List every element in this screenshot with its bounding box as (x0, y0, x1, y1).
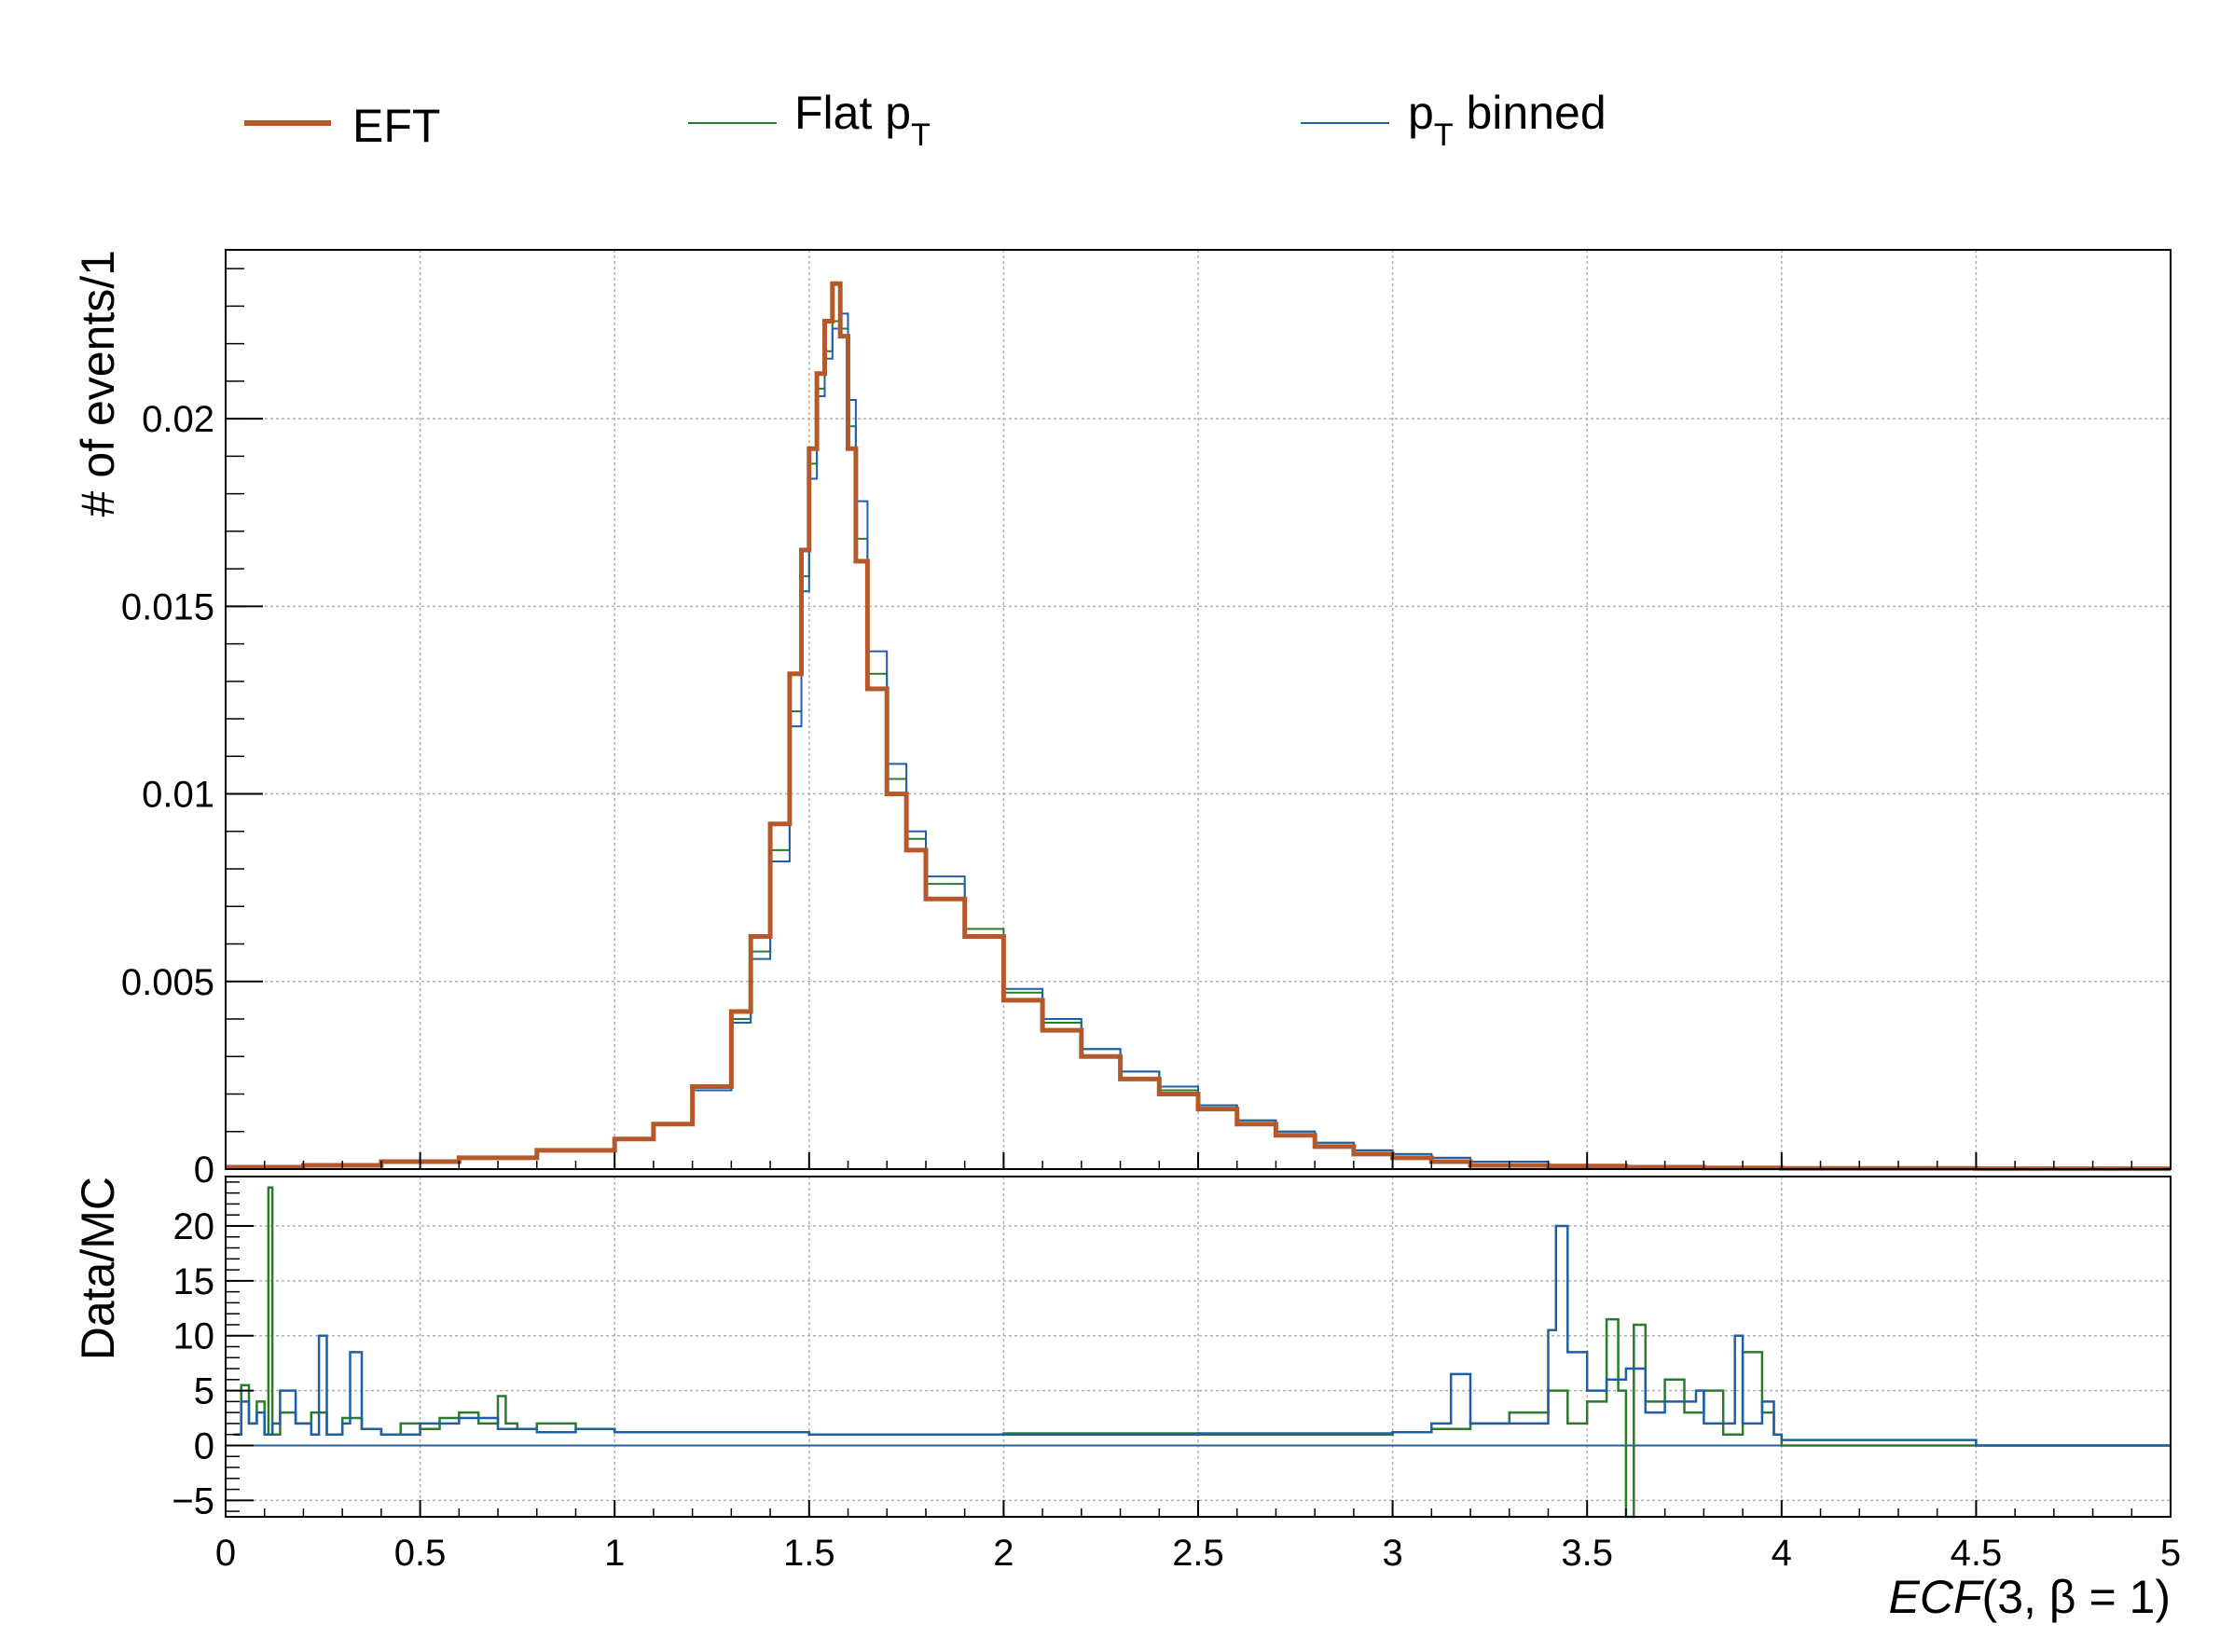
legend-label-flat-pt-main: Flat p (794, 87, 911, 139)
x-tick-label: 2 (993, 1533, 1014, 1574)
main-y-tick-label: 0.01 (142, 775, 214, 816)
x-tick-label: 4.5 (1951, 1533, 2003, 1574)
x-tick-label: 4 (1772, 1533, 1792, 1574)
main-y-tick-label: 0.005 (121, 962, 214, 1003)
main-y-tick-label: 0.02 (142, 399, 214, 440)
legend-label-pt-binned-suffix: binned (1454, 87, 1607, 139)
ratio-series-line-0 (233, 1186, 2171, 1519)
main-series-line-0 (226, 281, 2171, 1172)
x-axis-title: ECF(3, β = 1) (1889, 1571, 2171, 1623)
ratio-y-tick-label: 10 (173, 1316, 215, 1357)
main-axes: 0 0.005 0.01 0.015 0.02 (121, 268, 2172, 1191)
ratio-series (226, 1186, 2171, 1519)
x-tick-label: 1.5 (783, 1533, 835, 1574)
main-y-tick-label: 0 (194, 1150, 214, 1191)
main-y-axis-title: # of events/1 (72, 250, 124, 516)
ratio-frame (225, 1176, 2172, 1518)
x-tick-label: 1 (604, 1533, 625, 1574)
x-tick-label: 0 (215, 1533, 236, 1574)
ratio-y-tick-label: −5 (172, 1480, 214, 1521)
ratio-grid (225, 1177, 2172, 1517)
x-tick-label: 3 (1382, 1533, 1402, 1574)
legend: EFT Flat pT pT binned (244, 87, 1607, 153)
legend-label-pt-binned-sub: T (1434, 117, 1454, 153)
x-axis-title-rest: (3, β = 1) (1982, 1571, 2171, 1623)
legend-label-pt-binned: pT binned (1408, 87, 1607, 153)
main-y-tick-label: 0.015 (121, 586, 214, 627)
legend-label-flat-pt-sub: T (911, 117, 931, 153)
x-tick-label: 0.5 (394, 1533, 447, 1574)
x-tick-label: 5 (2160, 1533, 2181, 1574)
ratio-y-tick-label: 15 (173, 1261, 215, 1302)
legend-label-flat-pt: Flat pT (794, 87, 931, 153)
ratio-y-tick-label: 20 (173, 1206, 215, 1247)
ratio-series-line-1 (233, 1224, 2171, 1447)
legend-label-pt-binned-main: p (1408, 87, 1434, 139)
main-panel: 0 0.005 0.01 0.015 0.02 # of events/1 (72, 249, 2172, 1191)
ratio-y-tick-label: 0 (194, 1425, 214, 1466)
main-frame (225, 249, 2172, 1170)
x-tick-label: 2.5 (1172, 1533, 1224, 1574)
ratio-y-tick-label: 5 (194, 1371, 214, 1412)
ratio-y-axis-title: Data/MC (72, 1177, 124, 1360)
main-grid (225, 250, 2172, 1170)
x-tick-label: 3.5 (1561, 1533, 1613, 1574)
legend-label-eft: EFT (352, 100, 440, 152)
x-axis-title-italic: ECF (1889, 1571, 1984, 1623)
